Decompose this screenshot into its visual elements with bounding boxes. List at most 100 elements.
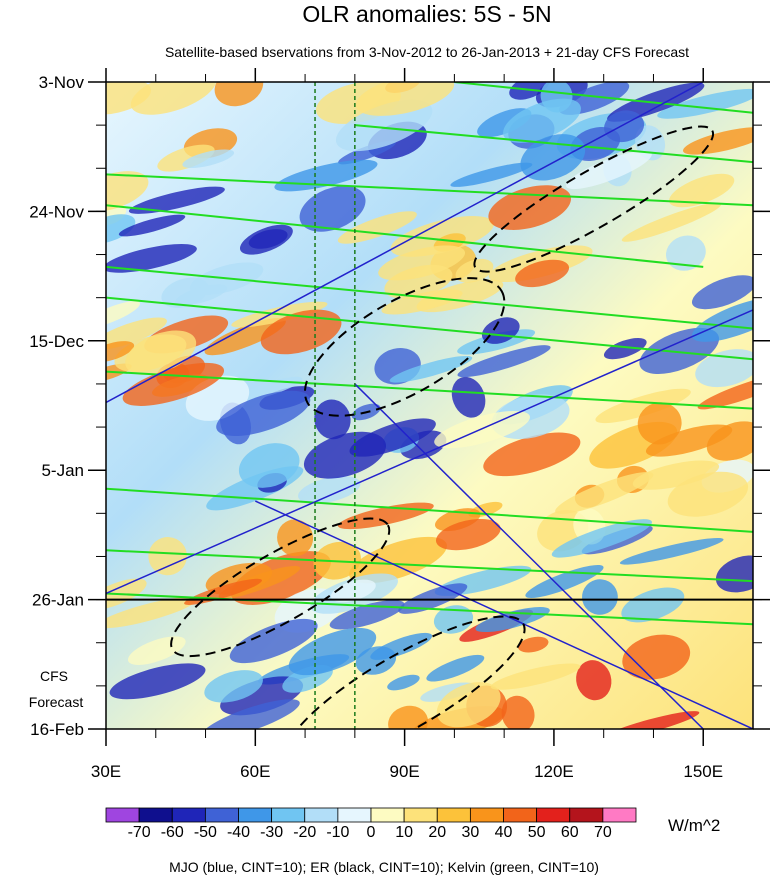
anomaly-patch [455, 258, 494, 283]
anomaly-patch [691, 275, 753, 310]
anomaly-patch [435, 518, 501, 551]
colorbar-label: 60 [561, 824, 579, 841]
anomaly-patch [582, 579, 618, 615]
kelvin-contour [106, 296, 753, 361]
colorbar-label: 10 [395, 824, 413, 841]
anomaly-patch [330, 579, 376, 603]
anomaly-patch [122, 362, 225, 406]
anomaly-patch [314, 399, 351, 440]
anomaly-patch [229, 618, 318, 664]
y-tick-label: 16-Feb [30, 720, 84, 739]
anomaly-patch [621, 202, 722, 242]
anomaly-patch [299, 185, 366, 232]
colorbar-label: -30 [260, 824, 283, 841]
kelvin-contour [106, 549, 753, 583]
anomaly-patch [201, 699, 300, 729]
anomaly-patch [665, 235, 706, 271]
anomaly-patch [576, 660, 612, 701]
anomaly-patch [632, 460, 720, 490]
y-tick-label: 26-Jan [32, 591, 84, 610]
anomaly-patch [106, 597, 197, 629]
colorbar-label: -10 [326, 824, 349, 841]
anomaly-patch [378, 245, 466, 281]
colorbar-label: 40 [495, 824, 513, 841]
anomaly-patch [683, 127, 753, 155]
kelvin-contour [106, 487, 753, 533]
anomaly-patch [106, 301, 141, 329]
anomaly-patch [595, 388, 691, 424]
chart-title: OLR anomalies: 5S - 5N [302, 1, 551, 27]
kelvin-contour [354, 124, 753, 164]
anomaly-patch [130, 82, 217, 115]
colorbar-label: -20 [293, 824, 316, 841]
colorbar-label: -70 [128, 824, 151, 841]
colorbar-swatch [436, 807, 471, 823]
colorbar-swatch [569, 807, 604, 823]
colorbar-label: -60 [161, 824, 184, 841]
y-tick-label: 24-Nov [29, 202, 84, 221]
anomaly-patch [457, 345, 551, 378]
colorbar-swatch [271, 807, 306, 823]
colorbar-label: -40 [227, 824, 250, 841]
anomaly-patch [501, 695, 535, 729]
anomaly-patch [555, 471, 654, 514]
anomaly-field [106, 82, 753, 729]
anomaly-patch [387, 674, 420, 691]
anomaly-patch [288, 627, 377, 676]
anomaly-patch [106, 171, 149, 212]
anomaly-patch [518, 636, 549, 653]
anomaly-patch [603, 337, 647, 360]
anomaly-patch [238, 443, 300, 488]
anomaly-patch [128, 186, 225, 214]
axes: 3-Nov 24-Nov 15-Dec 5-Jan 26-Jan 16-Feb 30E 60E… [29, 68, 770, 781]
kelvin-contour [454, 82, 753, 114]
colorbar-swatch [204, 807, 239, 823]
anomaly-patch [697, 373, 753, 410]
anomaly-patch [691, 297, 753, 342]
footer-caption: MJO (blue, CINT=10); ER (black, CINT=10)… [169, 859, 599, 875]
anomaly-patch [669, 173, 735, 208]
anomaly-patch [481, 317, 520, 344]
anomaly-patch [540, 82, 573, 113]
kelvin-contour [106, 265, 753, 330]
colorbar-swatch [536, 807, 571, 823]
anomaly-patch [109, 663, 206, 700]
x-tick-label: 90E [389, 762, 419, 781]
anomaly-patch [622, 634, 691, 680]
anomaly-patch [355, 82, 455, 116]
anomaly-patch [515, 259, 570, 288]
y-tick-label: 5-Jan [41, 461, 84, 480]
mjo-contour [254, 500, 753, 729]
colorbar-label: 0 [367, 824, 376, 841]
y-tick-label: 3-Nov [39, 73, 85, 92]
anomaly-patch [621, 587, 685, 623]
kelvin-contour [106, 204, 704, 268]
anomaly-patch [433, 605, 474, 634]
anomaly-patch [175, 284, 228, 306]
anomaly-patch [148, 537, 187, 576]
anomaly-patch [451, 376, 486, 418]
colorbar-label: 50 [528, 824, 546, 841]
x-tick-label: 60E [240, 762, 270, 781]
colorbar-swatch [304, 807, 339, 823]
anomaly-patch [214, 82, 264, 107]
anomaly-patch [204, 318, 286, 356]
colorbar-swatch [105, 807, 140, 823]
colorbar-swatch [469, 807, 504, 823]
anomaly-patch [619, 537, 724, 565]
anomaly-patch [390, 216, 494, 257]
colorbar-swatch [602, 807, 637, 823]
x-tick-label: 150E [683, 762, 723, 781]
anomaly-patch [106, 341, 135, 363]
anomaly-patch [381, 289, 463, 315]
anomaly-patch [601, 711, 700, 729]
anomaly-patch [216, 390, 311, 437]
colorbar-swatch [370, 807, 405, 823]
anomaly-patch [157, 144, 215, 172]
anomaly-patch [335, 99, 433, 152]
anomaly-patch [106, 317, 167, 350]
anomaly-patch [204, 670, 263, 703]
colorbar-label: 30 [461, 824, 479, 841]
anomaly-patch [490, 663, 581, 690]
